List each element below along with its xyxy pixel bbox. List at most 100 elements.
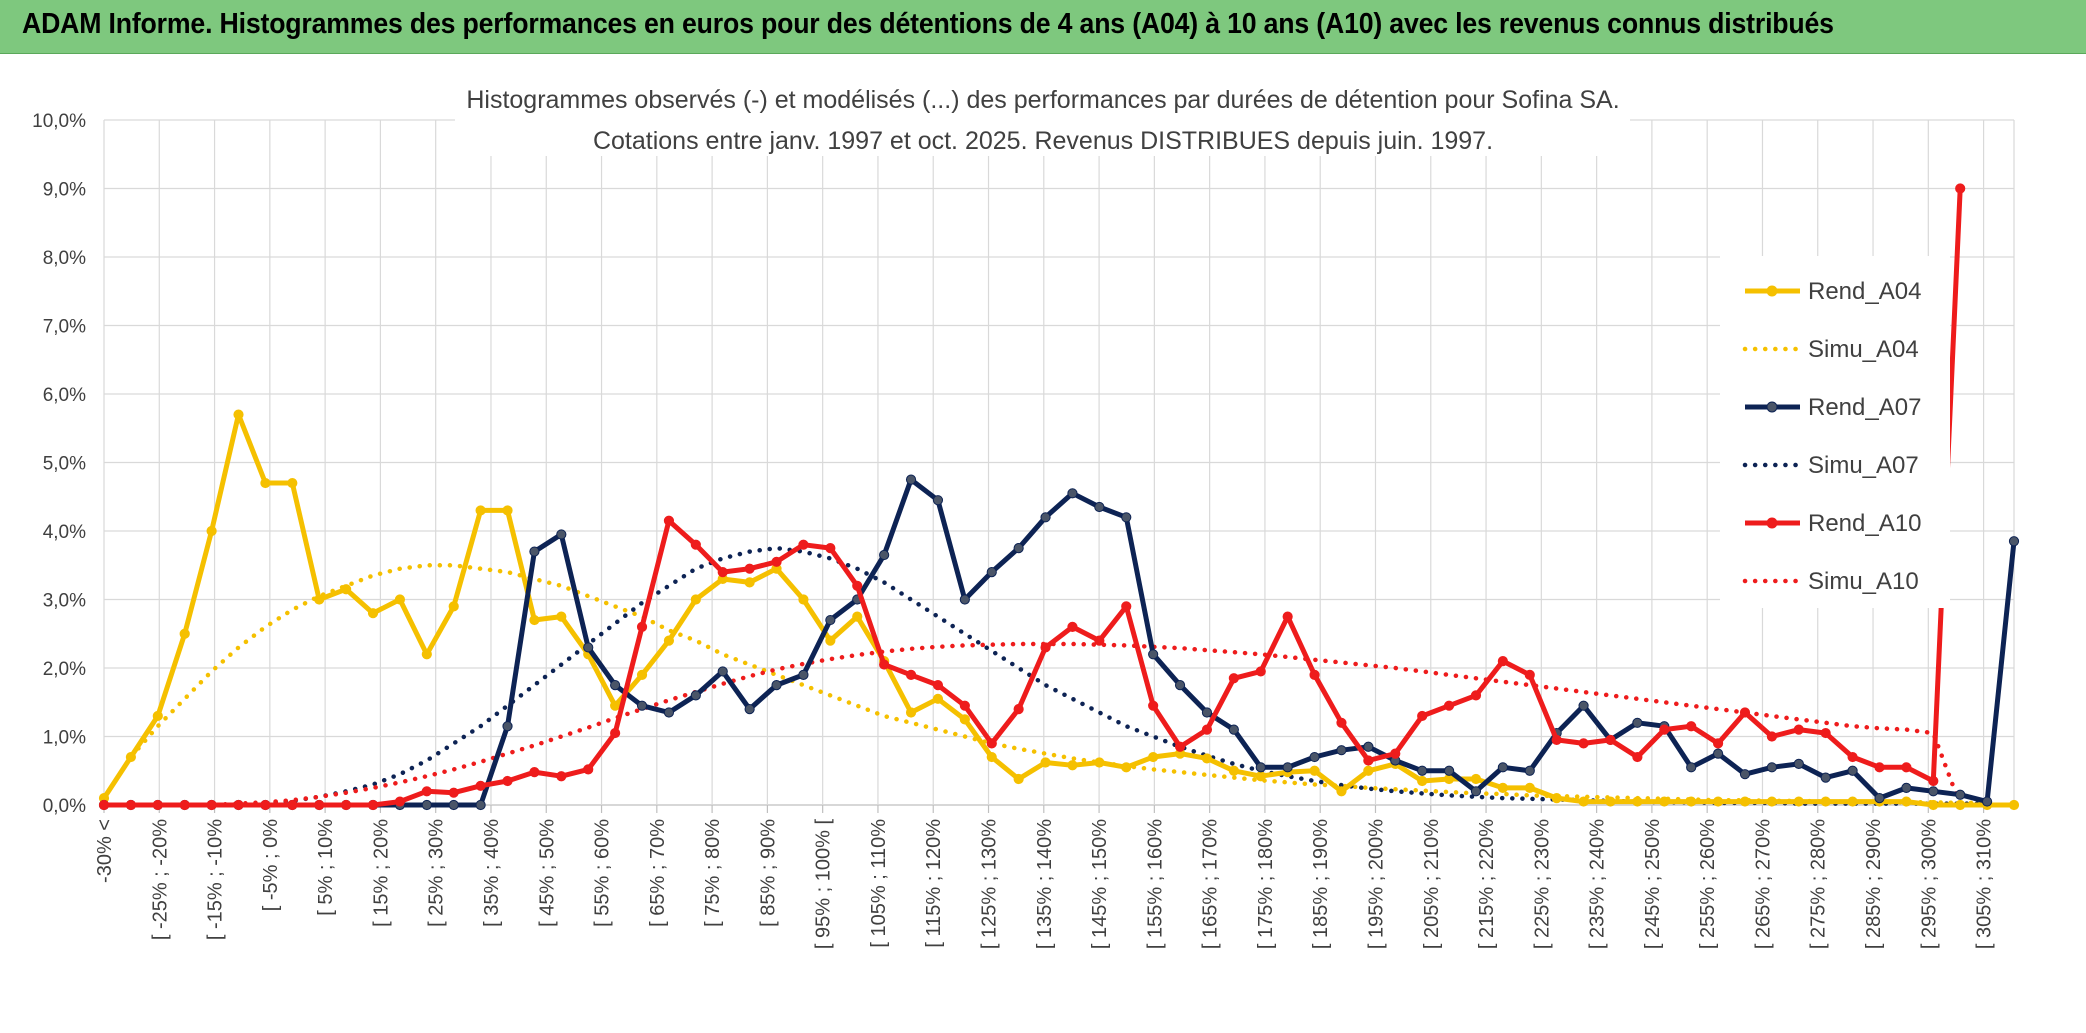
series-layer [98,183,2020,811]
data-point-Rend_A10 [1605,734,1616,746]
legend-entry-Rend_A07: Rend_A07 [1745,394,1921,421]
data-point-Rend_A10 [986,738,997,749]
x-tick-label: [ 305% ; 310% [1974,819,1996,949]
y-tick-label: 5,0% [43,454,86,475]
data-point-Rend_A10 [1094,635,1105,646]
x-tick-label: [ 165% ; 170% [1200,819,1222,949]
data-point-Rend_A10 [610,727,621,739]
y-tick-label: 1,0% [43,728,86,749]
data-point-Rend_A10 [1793,724,1804,735]
data-point-Rend_A10 [1228,673,1239,684]
data-point-Rend_A10 [1013,704,1024,715]
data-point-Rend_A10 [341,799,352,811]
data-point-Rend_A07 [1121,512,1132,523]
data-point-Rend_A07 [1282,762,1293,773]
legend-entry-Simu_A04: Simu_A04 [1742,336,1919,363]
data-point-Rend_A07 [879,549,890,561]
x-tick-label: [ 65% ; 70% [647,819,669,927]
legend-label: Simu_A04 [1808,336,1919,363]
data-point-Rend_A07 [1309,751,1320,763]
data-point-Rend_A07 [1739,769,1751,780]
data-point-Rend_A10 [529,767,540,778]
series-line-Simu_A10 [101,641,1963,808]
data-point-Rend_A04 [1578,796,1589,807]
data-point-Rend_A07 [1847,765,1858,776]
data-point-Rend_A10 [1443,700,1455,711]
data-point-Rend_A04 [744,577,755,588]
data-point-Rend_A04 [1524,782,1535,793]
data-point-Rend_A07 [959,594,970,605]
legend-marker [1766,285,1778,297]
data-point-Rend_A10 [1928,775,1939,787]
data-point-Rend_A07 [986,566,997,578]
data-point-Rend_A07 [475,799,486,811]
legend-marker [1766,401,1778,413]
data-point-Rend_A04 [1928,799,1939,811]
data-point-Rend_A10 [1632,751,1643,763]
data-point-Rend_A10 [367,799,379,811]
data-point-Rend_A04 [959,714,970,725]
data-point-Rend_A10 [1847,751,1858,763]
data-point-Rend_A10 [744,563,755,574]
data-point-Rend_A07 [1094,501,1105,513]
data-point-Rend_A07 [1632,717,1643,728]
legend-label: Rend_A10 [1808,510,1921,537]
data-point-Rend_A07 [636,700,648,711]
x-tick-label: [ 205% ; 210% [1421,819,1443,949]
data-point-Rend_A04 [690,594,701,605]
x-tick-label: [ 295% ; 300% [1918,819,1940,949]
data-point-Rend_A10 [475,780,486,791]
data-point-Rend_A10 [448,787,459,798]
data-point-Rend_A10 [1659,724,1670,735]
data-point-Rend_A04 [556,611,567,622]
data-point-Rend_A04 [1712,796,1724,807]
data-point-Rend_A07 [529,546,540,557]
x-tick-label: [ 195% ; 200% [1365,819,1387,949]
data-point-Rend_A07 [448,799,459,811]
legend-label: Simu_A10 [1808,568,1919,595]
x-tick-label: [ -5% ; 0% [260,819,282,911]
data-point-Rend_A04 [233,409,244,420]
data-point-Rend_A04 [905,707,917,718]
data-point-Rend_A04 [1955,799,1966,811]
x-tick-label: [ 255% ; 260% [1697,819,1719,949]
x-tick-label: [ -25% ; -20% [149,819,171,940]
data-point-Rend_A10 [179,799,190,811]
data-point-Rend_A04 [1336,786,1347,797]
legend-entry-Rend_A10: Rend_A10 [1745,510,1921,537]
y-tick-label: 2,0% [43,659,86,680]
data-point-Rend_A10 [1336,717,1347,728]
data-point-Rend_A10 [771,556,782,567]
data-point-Rend_A04 [260,477,271,489]
data-point-Rend_A07 [1793,758,1804,770]
data-point-Rend_A04 [1847,796,1858,807]
data-point-Rend_A07 [717,666,728,677]
x-tick-label: [ 75% ; 80% [702,819,724,927]
data-point-Rend_A10 [663,515,675,526]
data-point-Rend_A07 [798,669,809,680]
report-title: ADAM Informe. Histogrammes des performan… [22,8,1834,40]
legend-label: Rend_A04 [1808,278,1921,305]
data-point-Rend_A10 [260,799,271,811]
data-point-Rend_A07 [1013,543,1024,554]
data-point-Rend_A07 [1336,745,1347,756]
data-point-Rend_A10 [1820,727,1831,739]
y-tick-label: 4,0% [43,522,86,543]
data-point-Rend_A10 [1766,731,1777,742]
data-point-Rend_A10 [1470,690,1482,701]
x-tick-label: [ 245% ; 250% [1642,819,1664,949]
data-point-Rend_A04 [1067,760,1078,771]
data-point-Rend_A07 [1820,772,1831,783]
data-point-Rend_A04 [1605,796,1616,807]
data-point-Rend_A04 [852,611,863,622]
data-point-Rend_A07 [744,704,755,715]
data-point-Rend_A07 [663,707,675,718]
data-point-Rend_A10 [1524,669,1535,680]
data-point-Rend_A10 [1121,601,1132,612]
data-point-Rend_A04 [1820,796,1831,807]
y-axis-ticks: 0,0% 1,0% 2,0% 3,0% 4,0% 5,0% 6,0% 7,0% 8,0% 9,0%… [32,111,86,817]
data-point-Rend_A04 [1040,757,1051,768]
data-point-Rend_A10 [1255,666,1266,677]
y-tick-label: 7,0% [43,317,86,338]
data-point-Rend_A10 [1390,748,1401,759]
